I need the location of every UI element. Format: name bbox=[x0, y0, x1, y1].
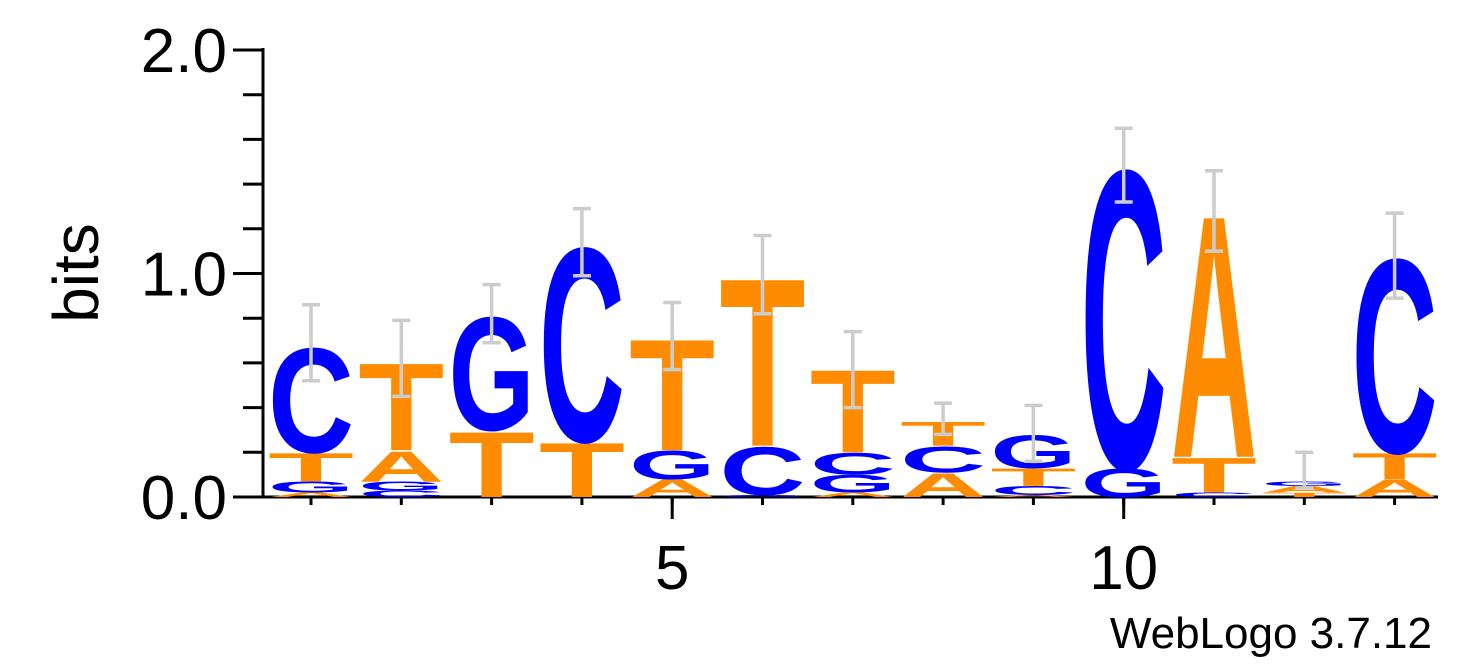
error-bar bbox=[1205, 168, 1223, 253]
logo-letter-c: C bbox=[990, 483, 1076, 497]
x-tick-label: 10 bbox=[1089, 534, 1158, 603]
logo-letter-c: C bbox=[900, 438, 986, 480]
error-bar bbox=[1024, 403, 1043, 463]
error-bar bbox=[1295, 450, 1314, 490]
x-tick-label: 5 bbox=[655, 534, 689, 603]
error-bar bbox=[302, 303, 320, 383]
logo-letter-g: G bbox=[358, 479, 444, 493]
logo-letter-g: G bbox=[629, 443, 715, 488]
logo-letter-g: G bbox=[810, 470, 896, 498]
logo-letter-g: G bbox=[268, 478, 354, 495]
logo-letter-a: A bbox=[358, 442, 444, 491]
logo-letter-a: A bbox=[629, 475, 715, 503]
y-tick-label: 0.0 bbox=[141, 464, 227, 533]
error-bar bbox=[753, 233, 772, 316]
error-bars bbox=[302, 126, 1404, 490]
y-axis-label: bits bbox=[40, 223, 112, 323]
error-bar bbox=[392, 318, 411, 399]
weblogo-credit: WebLogo 3.7.12 bbox=[1110, 609, 1432, 658]
logo-letter-g: G bbox=[720, 494, 806, 498]
y-tick-label: 1.0 bbox=[141, 241, 227, 310]
logo-letter-c: C bbox=[810, 447, 896, 482]
logo-stacks: AGTCCGATTGTCAGTGCTAGCTACTACTGGCCTATAGATC bbox=[268, 81, 1438, 559]
logo-letter-t: T bbox=[449, 413, 535, 517]
logo-letter-c: C bbox=[1171, 491, 1257, 498]
logo-letter-g: G bbox=[1081, 460, 1167, 505]
logo-letter-t: T bbox=[539, 427, 625, 514]
logo-letter-a: A bbox=[990, 494, 1076, 497]
logo-letter-a: A bbox=[810, 491, 896, 498]
logo-letter-a: A bbox=[900, 466, 986, 504]
logo-letter-t: T bbox=[990, 463, 1076, 491]
error-bar bbox=[1385, 211, 1404, 300]
error-bar bbox=[482, 282, 501, 345]
logo-letter-t: T bbox=[1261, 491, 1347, 498]
logo-letter-a: A bbox=[1352, 475, 1438, 503]
logo-letter-c: C bbox=[358, 489, 444, 499]
error-bar bbox=[572, 206, 591, 278]
y-tick-label: 2.0 bbox=[141, 17, 227, 86]
axes: 0.0 1.0 2.0 5 10 bbox=[141, 17, 1438, 603]
logo-letter-t: T bbox=[1171, 448, 1257, 504]
logo-letter-t: T bbox=[1352, 445, 1438, 487]
logo-letter-a: A bbox=[268, 491, 354, 498]
logo-letter-c: C bbox=[720, 433, 806, 510]
error-bar bbox=[1114, 126, 1133, 204]
error-bar bbox=[843, 329, 862, 410]
logo-letter-t: T bbox=[268, 445, 354, 490]
error-bar bbox=[934, 401, 953, 437]
error-bar bbox=[663, 300, 682, 372]
